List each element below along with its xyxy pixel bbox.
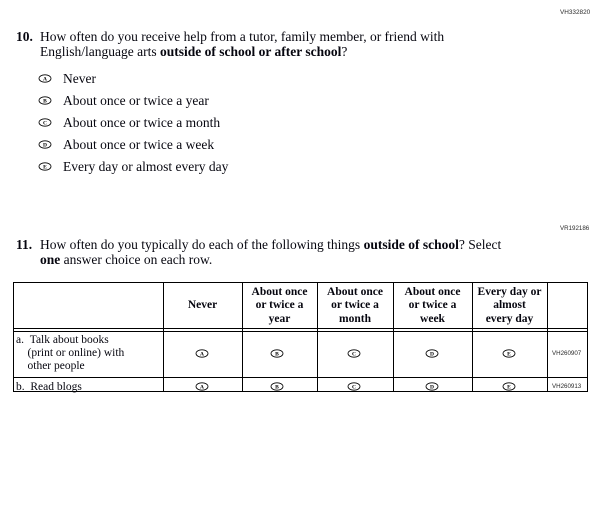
svg-text:C: C [43,121,47,127]
svg-text:D: D [430,385,434,391]
svg-text:A: A [43,77,47,83]
svg-text:E: E [507,352,511,358]
svg-text:E: E [507,385,511,391]
svg-text:D: D [43,143,47,149]
svg-text:B: B [275,385,279,391]
svg-text:D: D [430,352,434,358]
svg-text:B: B [43,99,47,105]
svg-text:C: C [352,352,356,358]
svg-text:A: A [200,352,204,358]
svg-text:A: A [200,385,204,391]
svg-text:B: B [275,352,279,358]
svg-text:E: E [43,165,47,171]
svg-text:C: C [352,385,356,391]
